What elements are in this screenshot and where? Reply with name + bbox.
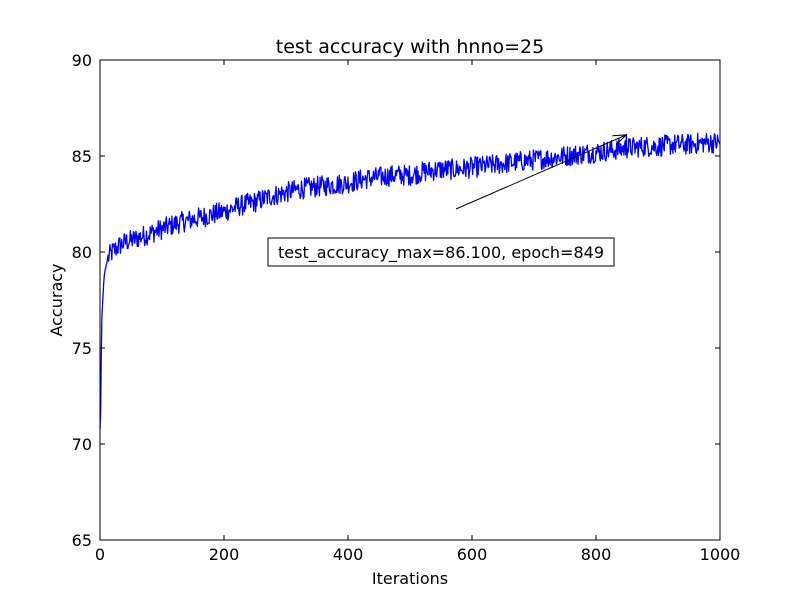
y-tick-label: 75 <box>72 339 92 358</box>
max-annotation: test_accuracy_max=86.100, epoch=849 <box>267 134 628 267</box>
y-axis-label: Accuracy <box>47 263 66 336</box>
x-tick-label: 200 <box>209 545 240 564</box>
annotation-arrowhead <box>612 134 628 145</box>
x-tick-label: 1000 <box>700 545 741 564</box>
x-tick-label: 400 <box>333 545 364 564</box>
y-tick-label: 80 <box>72 243 92 262</box>
x-tick-label: 800 <box>581 545 612 564</box>
annotation-arrow <box>455 134 627 210</box>
y-tick-label: 85 <box>72 147 92 166</box>
series-line <box>99 132 721 429</box>
x-tick-label: 600 <box>457 545 488 564</box>
annotation-box <box>267 237 615 267</box>
y-tick-label: 90 <box>72 51 92 70</box>
chart-title: test accuracy with hnno=25 <box>276 36 545 58</box>
plot-frame <box>99 59 721 541</box>
annotation-text: test_accuracy_max=86.100, epoch=849 <box>278 243 604 263</box>
x-tick-label: 0 <box>95 545 105 564</box>
plot-area <box>99 132 721 429</box>
y-tick-label: 65 <box>72 531 92 550</box>
y-tick-label: 70 <box>72 435 92 454</box>
x-axis-label: Iterations <box>372 569 448 588</box>
axis-ticks: 0 200 400 600 800 1000 65 70 75 80 85 90 <box>72 51 741 564</box>
